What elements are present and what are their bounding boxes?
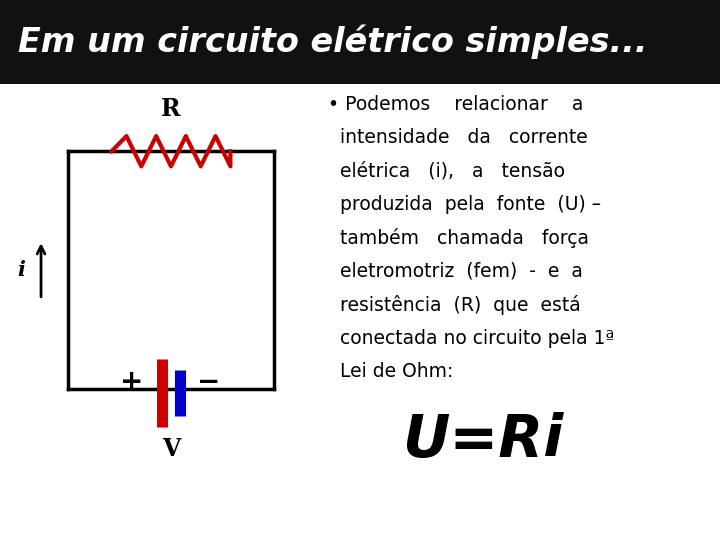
Text: Lei de Ohm:: Lei de Ohm:	[328, 362, 453, 381]
Text: produzida  pela  fonte  (U) –: produzida pela fonte (U) –	[328, 195, 600, 214]
Text: +: +	[120, 368, 143, 396]
Text: −: −	[197, 368, 220, 396]
Text: V: V	[162, 437, 180, 461]
Text: U=Ri: U=Ri	[402, 412, 563, 469]
Bar	[0, 0, 720, 84]
Text: R: R	[161, 98, 181, 122]
Text: resistência  (R)  que  está: resistência (R) que está	[328, 295, 580, 315]
Text: intensidade   da   corrente: intensidade da corrente	[328, 128, 588, 147]
Text: eletromotriz  (fem)  -  e  a: eletromotriz (fem) - e a	[328, 262, 582, 281]
Text: também   chamada   força: também chamada força	[328, 228, 589, 248]
Text: i: i	[17, 260, 24, 280]
Text: • Podemos    relacionar    a: • Podemos relacionar a	[328, 94, 583, 113]
Text: Em um circuito elétrico simples...: Em um circuito elétrico simples...	[18, 25, 647, 59]
Text: conectada no circuito pela 1ª: conectada no circuito pela 1ª	[328, 329, 614, 348]
Text: elétrica   (i),   a   tensão: elétrica (i), a tensão	[328, 161, 564, 180]
